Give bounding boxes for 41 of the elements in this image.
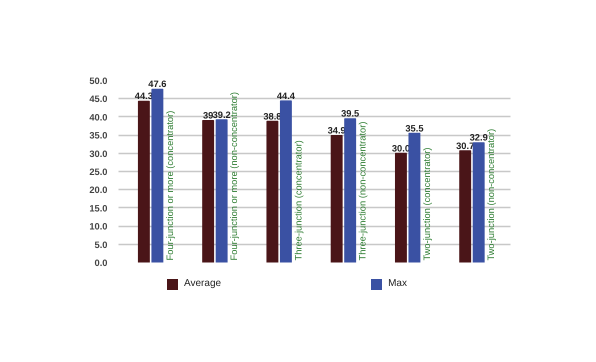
y-tick-label: 20.0 [89, 185, 108, 196]
data-label: 35.5 [405, 123, 424, 134]
bar [216, 119, 228, 262]
legend-item: Max [371, 277, 407, 292]
y-tick-label: 50.0 [89, 76, 108, 86]
data-label: 39 [202, 110, 214, 121]
x-tick-label: Three-junction (non-concentrator) [358, 122, 368, 260]
bar [472, 142, 485, 262]
bar [394, 152, 407, 262]
y-tick-label: 25.0 [89, 167, 108, 177]
y-tick-label: 15.0 [89, 203, 108, 214]
y-tick-label: 45.0 [89, 94, 108, 104]
y-tick-label: 0.0 [94, 258, 108, 268]
bar [202, 120, 214, 262]
x-tick-label: Four-junction or more (non-concentrator) [229, 92, 240, 260]
x-tick-label: Three-junction (concentrator) [293, 140, 304, 260]
legend-item: Average [167, 277, 222, 292]
data-label: 32.9 [470, 132, 488, 143]
x-tick-label: Two-junction (non-concentrator) [486, 128, 496, 260]
bar [138, 100, 150, 262]
bar [408, 132, 420, 262]
data-label: 44.4 [276, 90, 296, 101]
bar [280, 100, 292, 262]
data-label: 39.2 [212, 110, 231, 120]
y-tick-label: 30.0 [89, 148, 108, 159]
x-tick-label: Two-junction (concentrator) [422, 147, 432, 260]
bar [344, 118, 356, 262]
y-tick-label: 10.0 [89, 222, 108, 232]
bar [266, 120, 278, 262]
data-label: 47.6 [148, 79, 166, 90]
data-label: 39.5 [341, 108, 360, 119]
y-tick-label: 5.0 [94, 240, 108, 250]
bar [151, 88, 164, 262]
y-tick-label: 35.0 [89, 130, 108, 141]
bar [330, 134, 343, 262]
y-tick-label: 40.0 [89, 112, 108, 122]
legend-label: Max [388, 277, 407, 291]
x-tick-label: Four-junction or more (concentrator) [164, 110, 175, 260]
bar [459, 150, 472, 262]
legend-label: Average [184, 277, 222, 291]
data-label: 30.7 [456, 140, 474, 151]
